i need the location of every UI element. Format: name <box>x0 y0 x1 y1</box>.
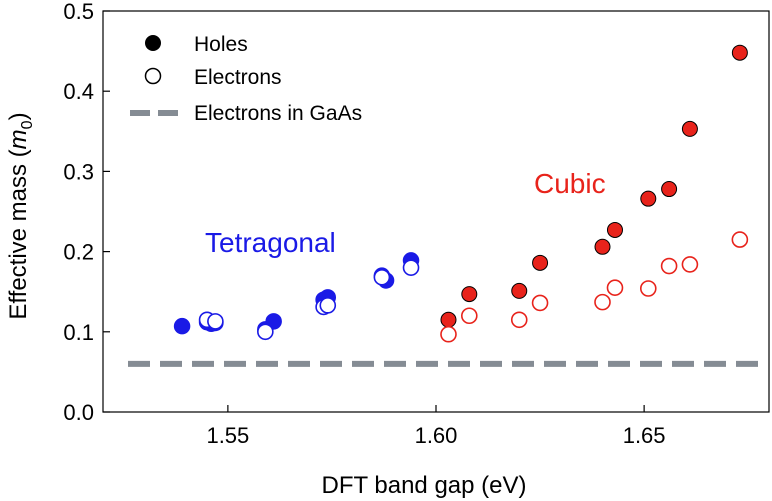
y-tick-label: 0.4 <box>63 79 94 104</box>
cubic-electron-point <box>531 294 549 312</box>
y-axis-label-text: Effective mass ( <box>5 149 32 319</box>
legend-holes-label: Holes <box>194 33 248 56</box>
tetragonal-hole-point <box>173 317 191 335</box>
cubic-hole-point <box>532 254 549 271</box>
y-tick-label: 0.0 <box>63 400 94 425</box>
legend-holes-marker <box>145 35 161 51</box>
x-tick-label: 1.65 <box>623 423 666 448</box>
cubic-hole-point <box>681 120 698 137</box>
cubic-electron-point <box>731 231 749 248</box>
cubic-hole-point <box>731 44 748 61</box>
tetragonal-electron-point <box>207 313 224 330</box>
cubic-electron-point <box>440 325 457 343</box>
cubic-hole-point <box>511 282 528 299</box>
y-tick-label: 0.2 <box>63 240 94 265</box>
y-axis-label-sub: 0 <box>19 120 36 129</box>
tetragonal-electron-point <box>257 323 274 341</box>
y-axis-ticks: 0.0 0.1 0.2 0.3 0.4 0.5 <box>63 0 110 425</box>
x-axis-label: DFT band gap (eV) <box>322 472 527 499</box>
y-axis-label-close: ) <box>5 112 32 120</box>
data-points <box>173 44 749 343</box>
tetragonal-electron-point <box>373 268 391 286</box>
y-tick-label: 0.3 <box>63 159 94 184</box>
cubic-electron-point <box>639 280 657 297</box>
legend-gaas-label: Electrons in GaAs <box>194 102 362 125</box>
tetragonal-electron-point <box>402 259 420 276</box>
legend-electrons-label: Electrons <box>194 66 282 89</box>
cubic-hole-point <box>640 190 657 207</box>
y-axis-label-var: m <box>5 129 32 149</box>
annotation-tetragonal: Tetragonal <box>205 227 336 258</box>
cubic-electron-point <box>606 279 624 296</box>
cubic-hole-point <box>594 238 611 255</box>
cubic-electron-point <box>594 293 611 311</box>
cubic-electron-point <box>660 257 678 275</box>
cubic-electron-point <box>510 311 528 329</box>
cubic-electron-point <box>681 256 699 273</box>
cubic-hole-point <box>661 181 678 198</box>
legend: Holes Electrons Electrons in GaAs <box>130 33 362 125</box>
y-tick-label: 0.1 <box>63 320 94 345</box>
x-tick-label: 1.55 <box>206 423 249 448</box>
cubic-hole-point <box>440 311 457 328</box>
annotation-cubic: Cubic <box>534 168 606 199</box>
legend-electrons-marker <box>144 67 162 85</box>
cubic-hole-point <box>461 286 478 303</box>
x-tick-label: 1.60 <box>415 423 458 448</box>
x-axis-ticks: 1.55 1.60 1.65 <box>206 405 666 448</box>
y-tick-label: 0.5 <box>63 0 94 24</box>
tetragonal-electron-point <box>319 297 337 314</box>
cubic-electron-point <box>460 307 478 325</box>
cubic-hole-point <box>606 221 623 238</box>
y-axis-label: Effective mass (m0) <box>5 112 36 319</box>
